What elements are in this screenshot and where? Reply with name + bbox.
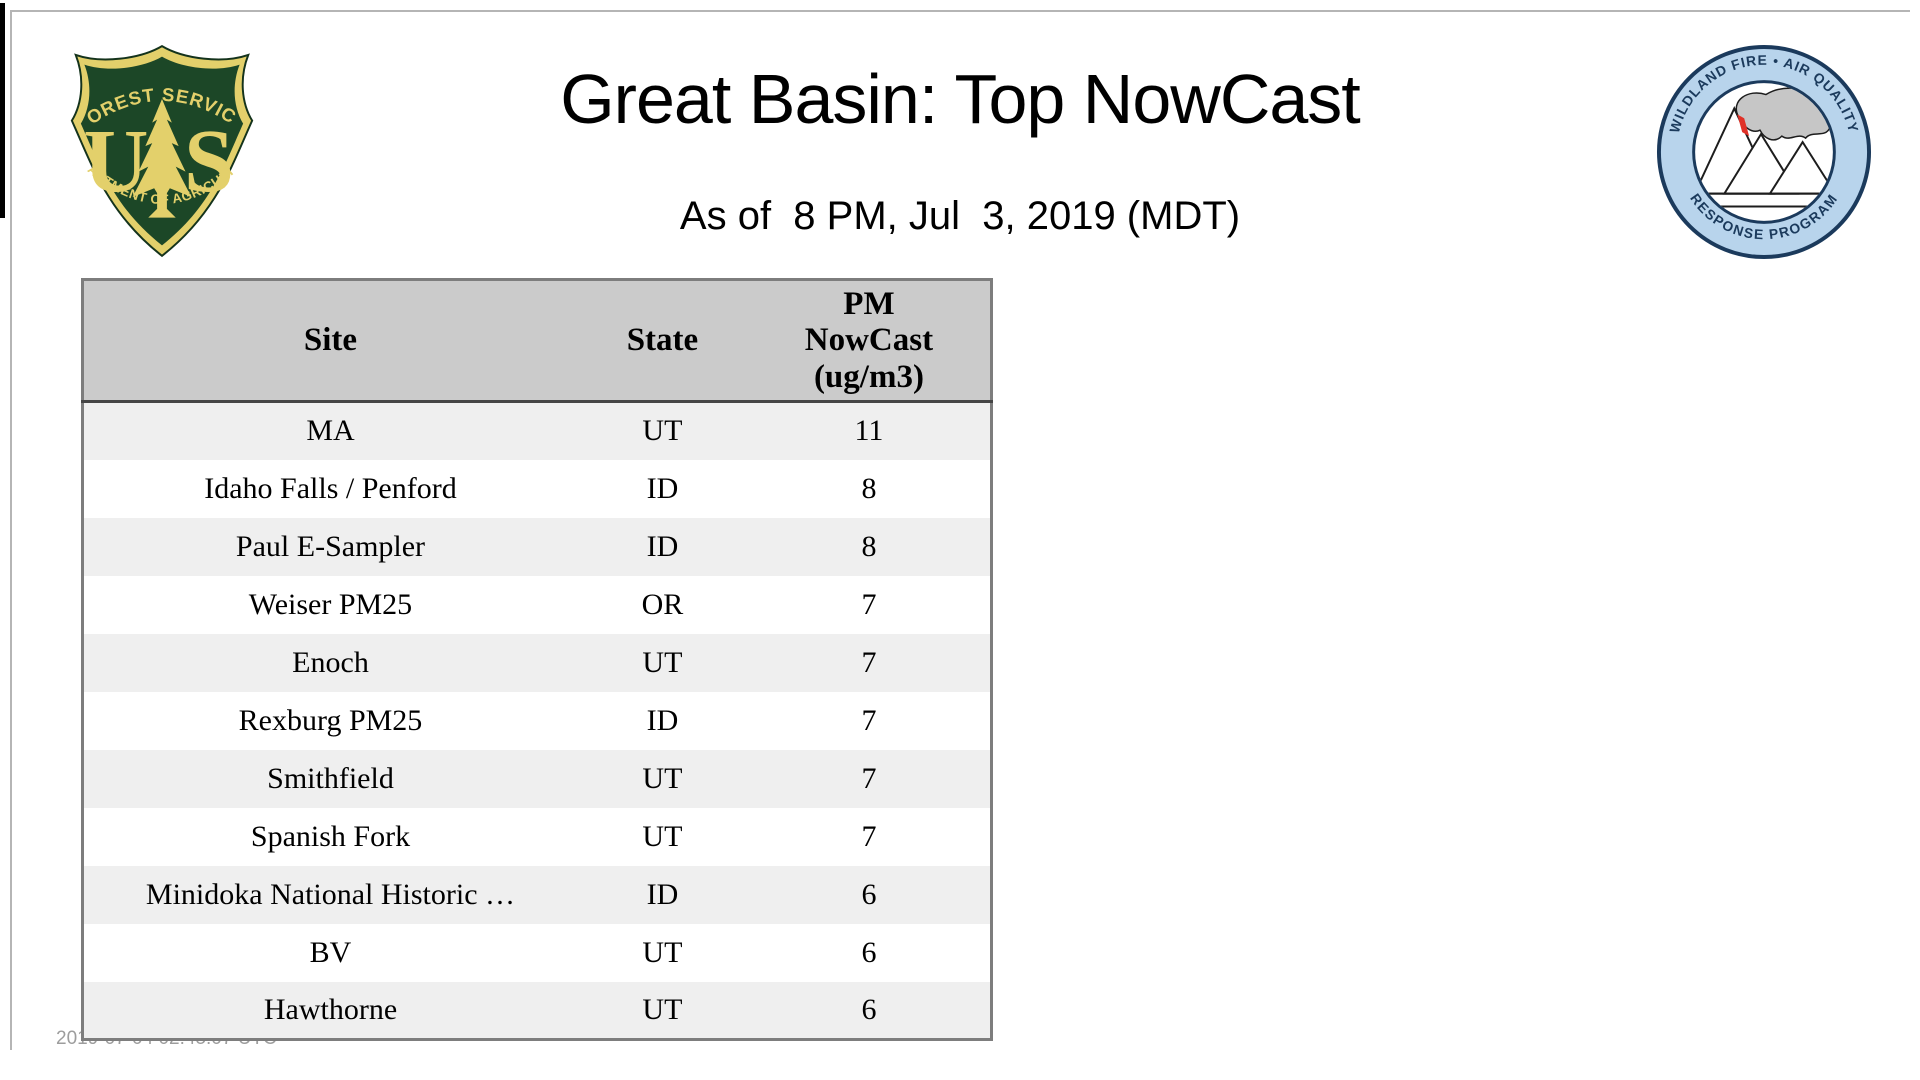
cell-state: UT xyxy=(642,645,683,679)
cell-site: BV xyxy=(309,935,352,969)
cell-state: UT xyxy=(642,414,683,448)
cell-state: UT xyxy=(642,935,683,969)
header-pm-line3: (ug/m3) xyxy=(813,358,924,395)
table-header-row: Site State PM NowCast (ug/m3) xyxy=(82,279,992,403)
cell-value: 7 xyxy=(861,645,877,679)
cell-site: Enoch xyxy=(292,645,369,679)
flame-icon xyxy=(1737,114,1750,137)
cell-state: ID xyxy=(646,529,679,563)
cell-site: Rexburg PM25 xyxy=(238,703,423,737)
table-row: Smithfield UT 7 xyxy=(82,749,992,808)
cell-site: Weiser PM25 xyxy=(248,587,413,621)
table-row: Hawthorne UT 6 xyxy=(82,981,992,1040)
header-state: State xyxy=(576,279,748,403)
cell-value: 7 xyxy=(861,587,877,621)
cell-value: 6 xyxy=(861,992,877,1026)
cell-value: 6 xyxy=(861,877,877,911)
cell-site: Spanish Fork xyxy=(250,819,411,853)
header-pm-nowcast: PM NowCast (ug/m3) xyxy=(747,279,992,403)
cell-state: UT xyxy=(642,761,683,795)
cell-site: Smithfield xyxy=(267,761,394,795)
page-subtitle: As of 8 PM, Jul 3, 2019 (MDT) xyxy=(679,194,1241,238)
table-row: Minidoka National Historic … ID 6 xyxy=(82,865,992,924)
cell-site: Hawthorne xyxy=(263,992,398,1026)
table-row: Spanish Fork UT 7 xyxy=(82,807,992,866)
table-row: Weiser PM25 OR 7 xyxy=(82,575,992,634)
table-row: Paul E-Sampler ID 8 xyxy=(82,517,992,576)
cell-value: 7 xyxy=(861,761,877,795)
cell-site: Minidoka National Historic … xyxy=(145,877,516,911)
cell-site: Paul E-Sampler xyxy=(235,529,426,563)
slide-top-border xyxy=(10,10,1910,12)
table-body: MA UT 11 Idaho Falls / Penford ID 8 Paul E-Sam… xyxy=(82,401,992,1040)
table-row: Enoch UT 7 xyxy=(82,633,992,692)
header-site: Site xyxy=(82,279,577,403)
cell-state: ID xyxy=(646,471,679,505)
cell-value: 6 xyxy=(861,935,877,969)
pine-tree-icon xyxy=(132,99,192,218)
cell-state: UT xyxy=(642,819,683,853)
cell-value: 11 xyxy=(854,414,884,448)
cell-state: ID xyxy=(646,877,679,911)
cell-value: 8 xyxy=(861,471,877,505)
table-row: MA UT 11 xyxy=(82,401,992,460)
viewer-edge-bar xyxy=(0,3,5,218)
cell-value: 8 xyxy=(861,529,877,563)
header-pm-line1: PM xyxy=(843,286,895,323)
cell-state: OR xyxy=(641,587,684,621)
table-row: Rexburg PM25 ID 7 xyxy=(82,691,992,750)
table-header: Site State PM NowCast (ug/m3) xyxy=(82,279,992,403)
cell-state: UT xyxy=(642,992,683,1026)
wfaqrp-logo: WILDLAND FIRE • AIR QUALITY RESPONSE PRO… xyxy=(1656,44,1872,260)
slide-left-border xyxy=(10,10,12,1050)
cell-value: 7 xyxy=(861,819,877,853)
header-pm-line2: NowCast xyxy=(804,322,934,359)
table-row: Idaho Falls / Penford ID 8 xyxy=(82,459,992,518)
cell-value: 7 xyxy=(861,703,877,737)
cell-site: MA xyxy=(306,414,355,448)
table-row: BV UT 6 xyxy=(82,923,992,982)
nowcast-table: Site State PM NowCast (ug/m3) MA UT 11 Idah… xyxy=(81,278,993,1041)
forest-service-logo: FOREST SERVICE U S DEPARTMENT OF AGRICUL… xyxy=(64,42,254,258)
fs-letter-s: S xyxy=(184,111,234,211)
page-title: Great Basin: Top NowCast xyxy=(560,60,1361,138)
cell-site: Idaho Falls / Penford xyxy=(204,471,457,505)
cell-state: ID xyxy=(646,703,679,737)
